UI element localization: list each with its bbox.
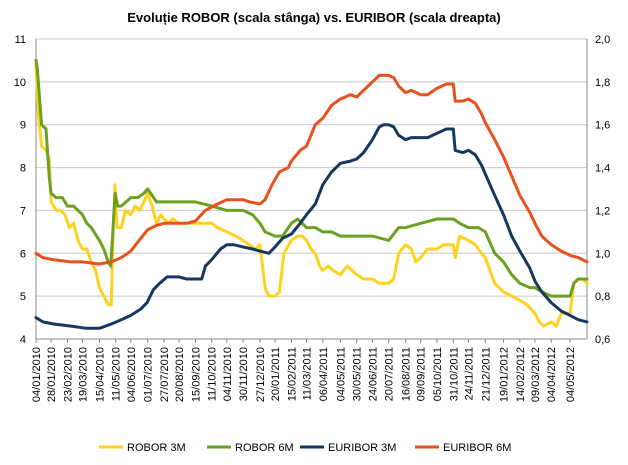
x-tick-label: 21/12/2011: [480, 347, 492, 401]
legend: ROBOR 3M ROBOR 6M EURIBOR 3M EURIBOR 6M: [99, 442, 511, 454]
x-tick-label: 24/11/2011: [463, 347, 475, 400]
y-left-tick-label: 5: [20, 291, 26, 303]
x-tick-label: 19/01/2012: [499, 347, 511, 402]
x-tick-label: 05/10/2011: [432, 347, 444, 401]
legend-label: EURIBOR 6M: [443, 442, 511, 454]
series-lines: [34, 58, 589, 330]
x-tick-label: 04/05/2012: [565, 347, 577, 402]
x-tick-label: 15/04/2010: [94, 347, 106, 402]
series-line-robor-3m: [34, 63, 589, 328]
x-tick-label: 04/04/2012: [546, 347, 558, 402]
x-axis: 04/01/2010 28/01/2010 23/02/2010 19/03/2010…: [31, 338, 587, 402]
x-tick-label: 11/05/2010: [111, 347, 123, 401]
x-tick-label: 04/06/2010: [126, 347, 138, 402]
legend-label: ROBOR 3M: [127, 442, 186, 454]
x-tick-label: 30/05/2011: [352, 347, 364, 401]
y-left-tick-label: 11: [15, 34, 26, 46]
x-tick-label: 23/02/2010: [62, 347, 74, 402]
series-line-euribor-6m: [34, 73, 589, 266]
y-left-tick-label: 10: [14, 77, 26, 89]
y-left-tick-label: 6: [20, 248, 26, 260]
y-right-tick-label: 1,2: [595, 205, 610, 217]
x-tick-label: 24/06/2011: [367, 347, 379, 401]
x-tick-label: 27/07/2010: [159, 347, 171, 402]
x-tick-label: 04/05/2011: [335, 347, 347, 401]
series-line-euribor-3m: [34, 123, 589, 330]
y-right-tick-label: 1,4: [595, 163, 610, 175]
x-tick-label: 15/02/2011: [286, 347, 298, 401]
x-tick-label: 28/01/2010: [46, 347, 58, 402]
y-axis-right: 0,6 0,8 1,0 1,2 1,4 1,6 1,8 2,0: [586, 34, 610, 346]
y-left-tick-label: 9: [20, 120, 26, 132]
y-axis-left: 4 5 6 7 8 9 10 11: [14, 34, 37, 346]
x-tick-label: 09/03/2012: [530, 347, 542, 402]
x-tick-label: 11/10/2010: [207, 347, 219, 401]
x-tick-label: 15/09/2010: [190, 347, 202, 402]
legend-label: ROBOR 6M: [235, 442, 294, 454]
x-tick-label: 27/12/2010: [255, 347, 267, 402]
x-tick-label: 11/03/2011: [301, 347, 313, 400]
y-right-tick-label: 0,6: [595, 334, 610, 346]
x-tick-label: 06/04/2011: [318, 347, 330, 401]
y-left-tick-label: 8: [20, 163, 26, 175]
x-tick-label: 04/11/2010: [222, 347, 234, 401]
x-tick-label: 20/07/2011: [384, 347, 396, 401]
legend-label: EURIBOR 3M: [328, 442, 396, 454]
x-tick-label: 01/07/2010: [143, 347, 155, 402]
y-right-tick-label: 0,8: [595, 291, 610, 303]
y-right-tick-label: 1,6: [595, 120, 610, 132]
series-line-robor-6m: [34, 58, 589, 298]
y-right-tick-label: 1,8: [595, 77, 610, 89]
x-tick-label: 31/10/2011: [448, 347, 460, 401]
x-tick-label: 04/01/2010: [31, 347, 43, 402]
x-tick-label: 16/08/2011: [401, 347, 413, 401]
y-left-tick-label: 7: [20, 205, 26, 217]
x-tick-label: 20/01/2011: [270, 347, 282, 401]
x-tick-label: 20/08/2010: [174, 347, 186, 402]
x-tick-label: 14/02/2012: [515, 347, 527, 402]
x-tick-label: 30/11/2010: [238, 347, 250, 401]
y-right-tick-label: 2,0: [595, 34, 610, 46]
chart-title: Evoluție ROBOR (scala stânga) vs. EURIBO…: [127, 10, 501, 25]
x-tick-label: 19/03/2010: [77, 347, 89, 402]
x-tick-label: 09/09/2011: [416, 347, 428, 401]
y-left-tick-label: 4: [20, 334, 26, 346]
y-right-tick-label: 1,0: [595, 248, 610, 260]
